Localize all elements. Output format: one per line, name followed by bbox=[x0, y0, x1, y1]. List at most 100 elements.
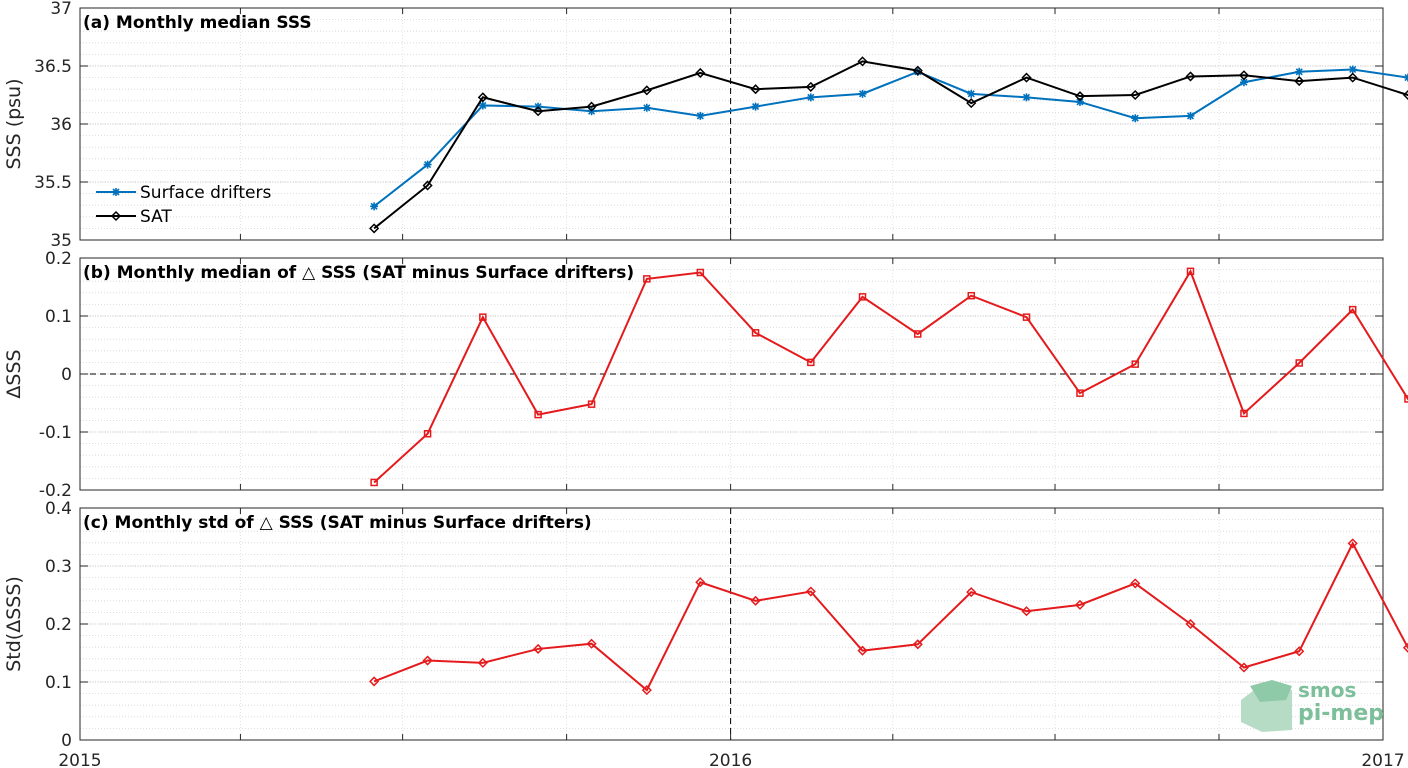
data-point bbox=[912, 639, 923, 650]
data-point bbox=[643, 275, 651, 283]
data-point bbox=[370, 478, 378, 487]
data-point bbox=[477, 657, 488, 668]
y-axis-label: ΔSSS bbox=[3, 349, 25, 398]
data-point bbox=[478, 101, 487, 110]
legend-label: SAT bbox=[140, 207, 172, 227]
data-point bbox=[751, 329, 760, 337]
legend: Surface drifters SAT bbox=[96, 183, 271, 227]
data-point bbox=[1348, 65, 1357, 74]
data-point bbox=[695, 577, 706, 588]
panel-std-delta-sss: 0 0.1 0.2 0.3 0.4 Std(ΔSSS) (c) Monthly std of… bbox=[3, 499, 1408, 768]
y-tick-label: 0 bbox=[61, 365, 72, 385]
logo-text-pimep: pi-mep bbox=[1298, 701, 1384, 726]
data-point bbox=[1238, 662, 1250, 673]
data-point bbox=[858, 89, 867, 98]
data-point bbox=[807, 358, 815, 367]
data-point bbox=[805, 81, 816, 92]
data-point bbox=[1239, 78, 1248, 87]
data-point bbox=[696, 268, 705, 277]
y-tick-label: 0.4 bbox=[45, 499, 72, 519]
data-point bbox=[1347, 72, 1358, 83]
data-point bbox=[806, 93, 815, 102]
data-point bbox=[369, 676, 380, 687]
data-point bbox=[1074, 599, 1086, 610]
x-tick-label: 2016 bbox=[709, 751, 752, 768]
y-tick-label: -0.2 bbox=[39, 481, 72, 501]
y-tick-label: 36 bbox=[50, 115, 72, 135]
data-point bbox=[1131, 360, 1139, 368]
panel-title: (a) Monthly median SSS bbox=[83, 13, 312, 33]
x-tick-label: 2017 bbox=[1361, 751, 1404, 768]
data-point bbox=[587, 400, 596, 408]
y-tick-label: 0.1 bbox=[45, 673, 72, 693]
data-point bbox=[1240, 409, 1248, 418]
data-point bbox=[1074, 91, 1086, 102]
data-point bbox=[914, 330, 922, 338]
data-point bbox=[1022, 93, 1031, 102]
smos-pi-mep-logo: smos pi-mep bbox=[1241, 678, 1384, 732]
data-point bbox=[1238, 70, 1250, 81]
data-point bbox=[805, 586, 816, 597]
data-point bbox=[1185, 71, 1196, 82]
y-tick-label: 0.1 bbox=[45, 307, 72, 327]
data-point bbox=[1186, 111, 1195, 120]
data-point bbox=[1347, 538, 1358, 549]
data-point bbox=[1075, 97, 1084, 106]
data-point bbox=[1185, 618, 1196, 630]
data-point bbox=[641, 85, 652, 96]
y-tick-label: 35 bbox=[50, 231, 72, 251]
data-point bbox=[967, 89, 976, 98]
x-tick-label: 2015 bbox=[58, 751, 101, 768]
data-point bbox=[1131, 114, 1140, 123]
data-point bbox=[695, 67, 706, 79]
data-point bbox=[586, 638, 597, 649]
y-tick-label: -0.1 bbox=[39, 423, 72, 443]
data-point bbox=[1348, 305, 1357, 314]
data-point bbox=[966, 587, 977, 598]
y-tick-label: 0.2 bbox=[45, 249, 72, 269]
data-point bbox=[110, 210, 122, 222]
data-point bbox=[1294, 76, 1305, 87]
data-point bbox=[1403, 73, 1408, 82]
data-point bbox=[369, 223, 380, 234]
data-point bbox=[534, 410, 542, 419]
data-point bbox=[1076, 389, 1084, 397]
data-point bbox=[641, 685, 652, 696]
panel-median-delta-sss: -0.2 -0.1 0 0.1 0.2 ΔSSS (b) Monthly median of… bbox=[3, 249, 1408, 501]
data-point bbox=[477, 92, 488, 103]
panel-title: (c) Monthly std of △ SSS (SAT minus Surf… bbox=[83, 513, 592, 533]
panel-title: (b) Monthly median of △ SSS (SAT minus S… bbox=[83, 263, 634, 283]
series-line bbox=[373, 60, 1408, 230]
logo-shape-top bbox=[1250, 680, 1292, 702]
y-tick-label: 36.5 bbox=[34, 57, 72, 77]
y-tick-label: 0.2 bbox=[45, 615, 72, 635]
data-point bbox=[1294, 646, 1305, 657]
y-axis-label: Std(ΔSSS) bbox=[3, 576, 25, 672]
data-point bbox=[479, 313, 487, 321]
data-point bbox=[967, 291, 975, 300]
legend-label: Surface drifters bbox=[140, 183, 271, 203]
data-point bbox=[1130, 578, 1141, 589]
y-tick-label: 37 bbox=[50, 0, 72, 19]
panel-monthly-median-sss: 35 35.5 36 36.5 37 SSS (psu) (a) Monthly media… bbox=[3, 0, 1408, 251]
y-tick-label: 0 bbox=[61, 731, 72, 751]
series-line bbox=[373, 269, 1408, 484]
data-point bbox=[642, 103, 651, 112]
data-point bbox=[112, 188, 120, 196]
data-point bbox=[1022, 313, 1031, 321]
data-point bbox=[857, 56, 868, 67]
data-point bbox=[1130, 89, 1141, 101]
data-point bbox=[1021, 72, 1032, 83]
y-tick-label: 0.3 bbox=[45, 557, 72, 577]
data-point bbox=[750, 84, 761, 95]
data-point bbox=[696, 111, 705, 120]
data-point bbox=[423, 160, 432, 169]
data-point bbox=[1295, 359, 1303, 367]
data-point bbox=[966, 98, 977, 109]
data-point bbox=[751, 102, 760, 111]
data-point bbox=[586, 101, 597, 112]
data-point bbox=[423, 429, 432, 438]
data-point bbox=[1295, 67, 1304, 76]
data-point bbox=[858, 293, 867, 301]
